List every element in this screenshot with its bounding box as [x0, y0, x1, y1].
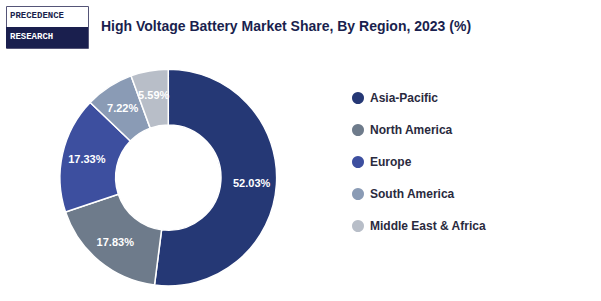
svg-text:7.22%: 7.22%	[107, 102, 138, 114]
svg-text:PRECEDENCE: PRECEDENCE	[10, 11, 65, 21]
svg-text:High Voltage Battery Market Sh: High Voltage Battery Market Share, By Re…	[101, 18, 471, 34]
svg-text:5.59%: 5.59%	[138, 89, 169, 101]
svg-text:Middle East & Africa: Middle East & Africa	[370, 219, 486, 233]
svg-text:17.83%: 17.83%	[97, 236, 135, 248]
svg-text:RESEARCH: RESEARCH	[10, 32, 53, 42]
svg-text:South America: South America	[370, 187, 455, 201]
svg-text:17.33%: 17.33%	[68, 153, 106, 165]
svg-text:Europe: Europe	[370, 155, 412, 169]
svg-text:Asia-Pacific: Asia-Pacific	[370, 91, 438, 105]
svg-text:North America: North America	[370, 123, 453, 137]
svg-text:52.03%: 52.03%	[233, 177, 271, 189]
